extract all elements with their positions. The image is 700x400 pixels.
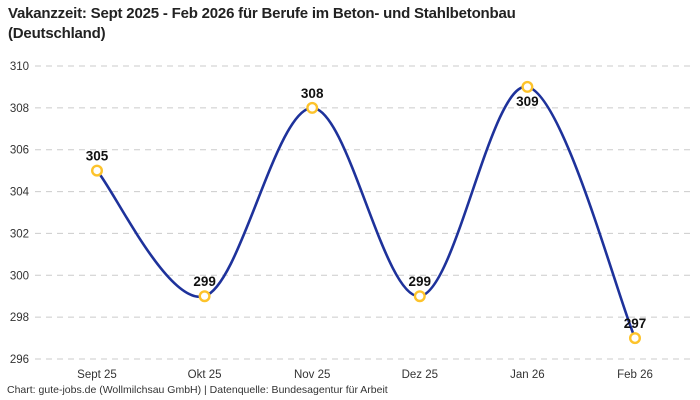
y-axis-tick-label: 296 [10, 354, 29, 366]
y-axis-tick-label: 298 [10, 312, 29, 324]
data-point-marker [521, 80, 534, 93]
y-axis-tick-label: 308 [10, 103, 29, 115]
data-point-value-label: 299 [193, 274, 216, 289]
x-axis-tick-label: Dez 25 [402, 369, 438, 381]
data-point-value-label: 305 [86, 149, 109, 164]
chart-plot: 296 298 300 302 304 306 308 310 Sept 25 Okt 25 Nov… [10, 61, 692, 381]
x-axis-tick-label: Sept 25 [77, 369, 117, 381]
data-point-value-label: 308 [301, 86, 324, 101]
y-axis-tick-label: 302 [10, 228, 29, 240]
y-axis-tick-label: 310 [10, 61, 29, 73]
data-point-marker [629, 332, 642, 345]
data-point-value-label: 299 [409, 274, 432, 289]
data-point-marker [90, 164, 103, 177]
data-point-value-label: 297 [624, 316, 647, 331]
data-point-marker [198, 290, 211, 303]
data-point-marker [413, 290, 426, 303]
y-axis-tick-label: 306 [10, 145, 29, 157]
y-axis-tick-label: 300 [10, 270, 29, 282]
data-point-marker [306, 101, 319, 114]
chart-credit: Chart: gute-jobs.de (Wollmilchsau GmbH) … [7, 384, 388, 396]
chart-title: Vakanzzeit: Sept 2025 - Feb 2026 für Ber… [8, 5, 516, 43]
y-axis-tick-label: 304 [10, 187, 30, 199]
data-line [95, 85, 637, 340]
data-point-value-label: 309 [516, 94, 539, 109]
x-axis-tick-label: Okt 25 [188, 369, 222, 381]
x-axis-tick-label: Jan 26 [510, 369, 545, 381]
x-axis-tick-label: Nov 25 [294, 369, 330, 381]
x-axis-tick-label: Feb 26 [617, 369, 653, 381]
